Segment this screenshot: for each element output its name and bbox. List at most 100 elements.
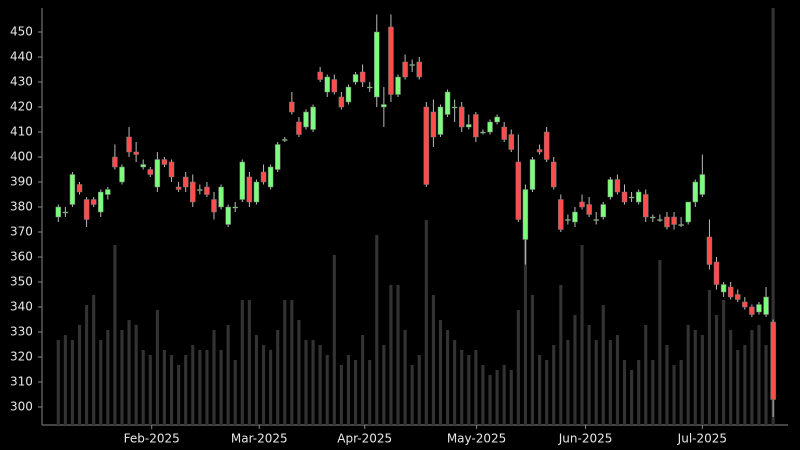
volume-bar: [120, 330, 124, 425]
volume-bar: [290, 300, 294, 425]
candle-body: [267, 166, 274, 188]
candle-body: [756, 304, 762, 313]
volume-bar: [311, 340, 315, 425]
volume-bar: [474, 350, 478, 425]
candle-body: [515, 161, 522, 220]
candle-body: [678, 224, 684, 226]
candle-body: [168, 161, 175, 178]
candle-body: [133, 151, 139, 155]
candle-body: [614, 179, 621, 193]
candle-body: [735, 294, 741, 300]
volume-bar: [615, 335, 619, 425]
volume-bar: [269, 350, 273, 425]
candle-body: [487, 121, 493, 133]
volume-bar: [587, 325, 591, 425]
candle-body: [543, 131, 550, 160]
volume-bar: [446, 330, 450, 425]
volume-bar: [516, 310, 520, 425]
candle-body: [175, 186, 182, 190]
y-tick-label: 420: [10, 100, 33, 114]
y-tick-label: 380: [10, 200, 33, 214]
volume-bar: [148, 355, 152, 425]
candle-body: [296, 121, 302, 135]
candle-body: [303, 111, 309, 128]
volume-bar: [460, 350, 464, 425]
volume-bar: [198, 350, 202, 425]
candle-body: [211, 199, 217, 213]
volume-bar: [339, 365, 343, 425]
y-tick-label: 340: [10, 300, 33, 314]
x-tick-label: Jul-2025: [677, 432, 727, 446]
candle-body: [657, 219, 663, 221]
volume-bar: [736, 350, 740, 425]
candle-body: [593, 219, 599, 221]
candle-body: [572, 211, 578, 223]
volume-bar: [410, 365, 414, 425]
volume-bar: [353, 360, 358, 425]
volume-bar: [431, 295, 435, 425]
volume-bar: [233, 360, 237, 425]
candle-body: [501, 126, 507, 140]
volume-bar: [389, 285, 393, 425]
volume-bar: [177, 365, 181, 425]
volume-bar: [608, 340, 612, 425]
candle-body: [232, 206, 238, 209]
candle-body: [345, 86, 352, 103]
candle-body: [727, 286, 734, 298]
y-tick-label: 410: [10, 125, 33, 139]
y-tick-label: 330: [10, 325, 33, 339]
candle-body: [466, 124, 472, 128]
volume-bar: [757, 325, 761, 425]
candle-body: [650, 216, 656, 219]
volume-bar: [679, 360, 683, 425]
candle-body: [374, 31, 380, 98]
candle-body: [239, 161, 246, 200]
candle-body: [706, 236, 713, 265]
candle-body: [105, 189, 111, 195]
volume-bar: [523, 220, 527, 425]
volume-bar: [559, 285, 563, 425]
volume-bar: [56, 340, 60, 425]
volume-bar: [191, 345, 195, 425]
volume-bar: [552, 345, 556, 425]
candle-body: [529, 159, 536, 190]
volume-bar: [226, 325, 230, 425]
candle-body: [473, 114, 479, 138]
volume-bar: [453, 340, 457, 425]
y-tick-label: 400: [10, 150, 33, 164]
candle-body: [182, 176, 189, 188]
candle-body: [112, 156, 118, 168]
candle-body: [579, 201, 585, 208]
volume-bar: [106, 330, 110, 425]
candle-body: [550, 161, 557, 188]
y-tick-label: 390: [10, 175, 33, 189]
candle-body: [55, 206, 62, 218]
candle-body: [458, 106, 465, 128]
candle-body: [444, 91, 451, 115]
volume-bar: [276, 330, 280, 425]
volume-bar: [729, 330, 733, 425]
candle-body: [204, 186, 210, 195]
y-tick-label: 350: [10, 275, 33, 289]
candle-body: [416, 61, 422, 78]
volume-bar: [304, 340, 308, 425]
candle-body: [317, 71, 323, 80]
volume-bar: [594, 340, 598, 425]
candle-body: [260, 171, 267, 183]
volume-bar: [247, 300, 251, 425]
candle-body: [352, 74, 359, 83]
y-tick-label: 320: [10, 350, 33, 364]
candle-body: [558, 199, 564, 230]
volume-bar: [113, 245, 117, 425]
candle-body: [423, 106, 430, 185]
volume-bar: [672, 365, 676, 425]
volume-bar: [63, 335, 67, 425]
volume-bar: [99, 340, 103, 425]
y-tick-label: 440: [10, 50, 33, 64]
volume-bar: [707, 290, 711, 425]
y-tick-label: 430: [10, 75, 33, 89]
volume-bar: [566, 340, 570, 425]
volume-bar: [714, 315, 719, 425]
volume-bar: [77, 325, 82, 425]
